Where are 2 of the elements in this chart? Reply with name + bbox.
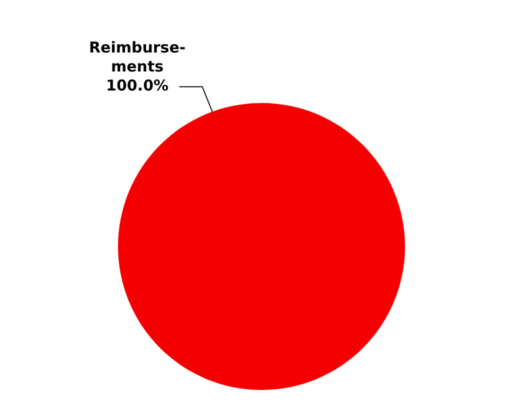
data-label: 100.0% <box>106 76 169 95</box>
slice-label: Reimburse-ments <box>88 38 186 76</box>
